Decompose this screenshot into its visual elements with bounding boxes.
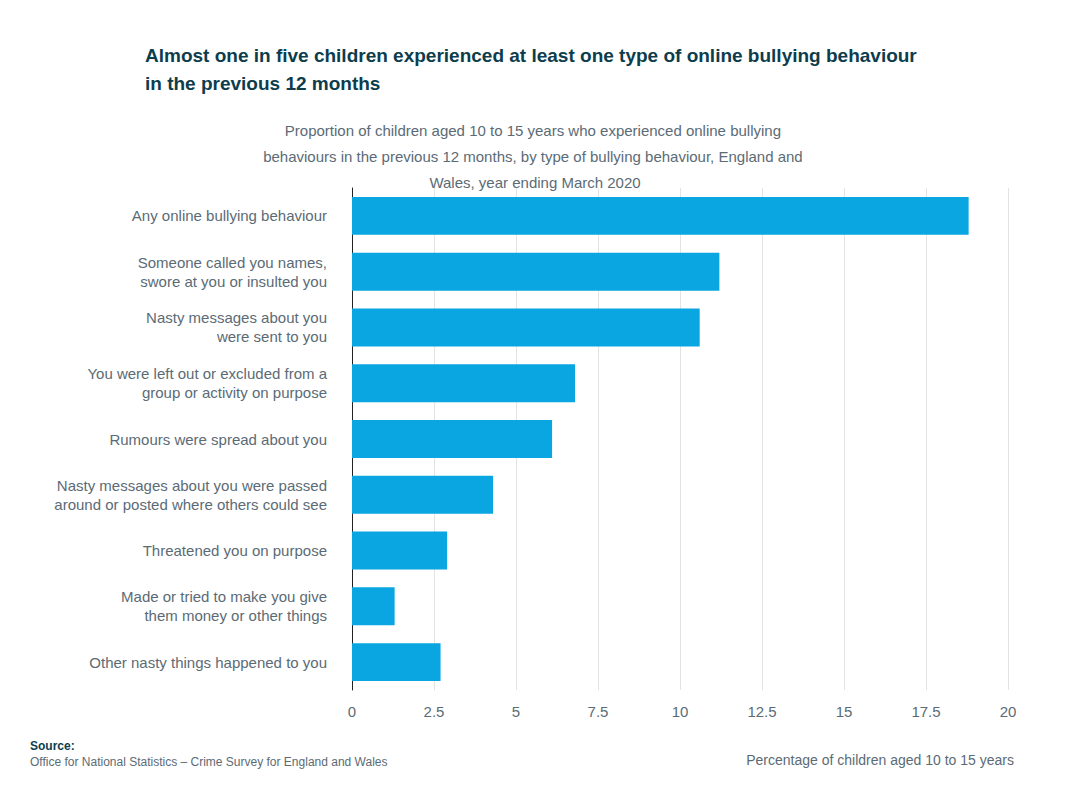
svg-text:0: 0 [348, 703, 356, 720]
svg-text:in the previous 12 months: in the previous 12 months [145, 73, 380, 94]
svg-text:Nasty messages about you: Nasty messages about you [146, 309, 327, 326]
svg-text:Source:: Source: [30, 739, 75, 753]
svg-text:Someone called you names,: Someone called you names, [138, 254, 327, 271]
svg-text:Proportion of children aged 10: Proportion of children aged 10 to 15 yea… [285, 122, 785, 139]
svg-text:Nasty messages about you were: Nasty messages about you were passed [57, 477, 327, 494]
svg-text:group or activity on purpose: group or activity on purpose [142, 384, 327, 401]
svg-text:2.5: 2.5 [424, 703, 445, 720]
svg-text:12.5: 12.5 [747, 703, 776, 720]
svg-text:5: 5 [512, 703, 520, 720]
svg-text:Percentage of children aged 10: Percentage of children aged 10 to 15 yea… [746, 752, 1014, 768]
svg-text:20: 20 [1000, 703, 1017, 720]
svg-text:You were left out or excluded: You were left out or excluded from a [87, 365, 327, 382]
svg-text:them money or other things: them money or other things [144, 607, 327, 624]
svg-text:were sent to you: were sent to you [216, 328, 327, 345]
svg-text:15: 15 [836, 703, 853, 720]
svg-text:17.5: 17.5 [911, 703, 940, 720]
svg-text:Made or tried to make you give: Made or tried to make you give [121, 588, 327, 605]
svg-text:behaviours in the previous 12: behaviours in the previous 12 months, by… [263, 148, 807, 165]
svg-text:Office for National Statistics: Office for National Statistics – Crime S… [30, 755, 388, 769]
svg-text:swore at you or insulted you: swore at you or insulted you [140, 273, 327, 290]
svg-text:Threatened you on purpose: Threatened you on purpose [143, 542, 327, 559]
svg-text:7.5: 7.5 [588, 703, 609, 720]
svg-text:Wales, year ending March 2020: Wales, year ending March 2020 [429, 174, 640, 191]
svg-text:Rumours were spread about you: Rumours were spread about you [109, 431, 327, 448]
svg-text:Other nasty things happened to: Other nasty things happened to you [89, 654, 327, 671]
svg-text:around or posted where others: around or posted where others could see [54, 496, 327, 513]
svg-text:Any online bullying behaviour: Any online bullying behaviour [132, 207, 327, 224]
svg-text:Almost one in five children ex: Almost one in five children experienced … [145, 45, 922, 66]
svg-text:10: 10 [672, 703, 689, 720]
